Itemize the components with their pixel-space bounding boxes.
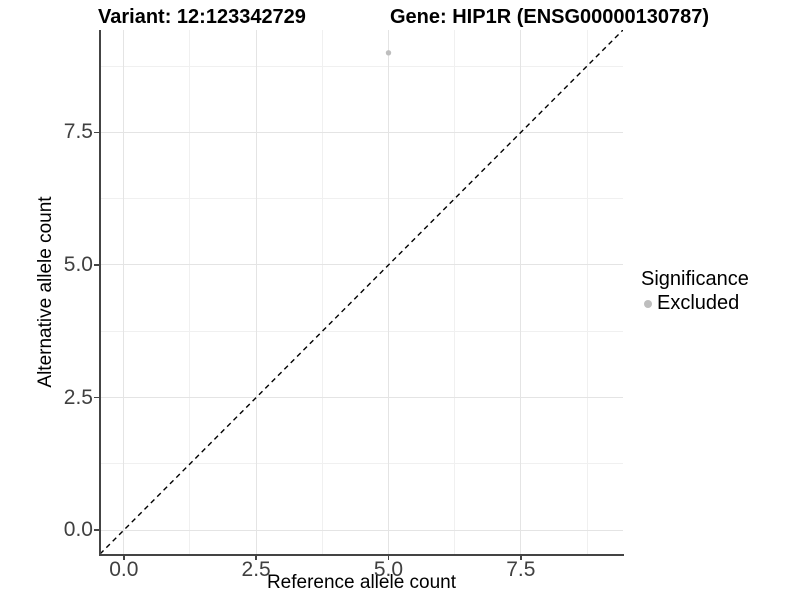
x-tick-label: 7.5	[506, 558, 536, 581]
x-axis-line	[99, 554, 624, 556]
x-tick-label: 5.0	[373, 558, 404, 581]
plot-title-gene: Gene: HIP1R (ENSG00000130787)	[390, 6, 710, 28]
data-point	[385, 50, 392, 56]
y-axis-tick	[94, 396, 99, 399]
plot-panel	[100, 30, 623, 554]
x-tick-label: 2.5	[241, 558, 271, 581]
gridline-major-horizontal	[100, 397, 623, 399]
y-axis-line	[99, 30, 101, 556]
legend-key-dot-icon	[644, 299, 652, 308]
gridline-major-horizontal	[100, 529, 623, 531]
y-axis-title: Alternative allele count	[35, 196, 56, 388]
x-axis-tick	[520, 555, 522, 560]
gridline-minor-horizontal	[100, 463, 623, 465]
x-axis-title: Reference allele count	[266, 572, 457, 593]
y-axis-tick	[94, 264, 99, 266]
x-axis-tick	[255, 555, 257, 560]
legend-title: Significance	[641, 268, 749, 290]
gridline-major-vertical	[387, 30, 389, 554]
gridline-major-vertical	[123, 30, 125, 554]
gridline-minor-horizontal	[100, 198, 623, 200]
plot-title-variant: Variant: 12:123342729	[98, 6, 306, 28]
gridline-minor-horizontal	[100, 65, 623, 67]
y-tick-label: 0.0	[63, 518, 93, 542]
gridline-major-horizontal	[100, 264, 623, 266]
y-axis-tick	[94, 131, 99, 134]
y-axis-tick	[94, 529, 99, 531]
gridline-minor-vertical	[189, 30, 191, 554]
gridline-major-vertical	[255, 30, 257, 554]
y-tick-label: 2.5	[63, 385, 93, 409]
plot-draw-layer	[100, 30, 623, 554]
legend: Significance Excluded	[641, 268, 749, 315]
identity-reference-line	[100, 30, 623, 554]
x-axis-tick	[123, 555, 125, 560]
gridline-major-horizontal	[100, 131, 623, 133]
legend-item-label: Excluded	[657, 292, 740, 314]
gridline-major-vertical	[520, 30, 522, 554]
y-tick-label: 5.0	[63, 252, 93, 276]
x-axis-tick	[387, 555, 390, 560]
gridline-minor-horizontal	[100, 330, 623, 332]
gridline-minor-vertical	[454, 30, 456, 554]
x-tick-label: 0.0	[109, 558, 139, 581]
legend-item-excluded: Excluded	[641, 292, 749, 315]
gridline-minor-vertical	[586, 30, 588, 554]
gridline-minor-vertical	[321, 30, 323, 554]
y-tick-label: 7.5	[63, 120, 93, 144]
